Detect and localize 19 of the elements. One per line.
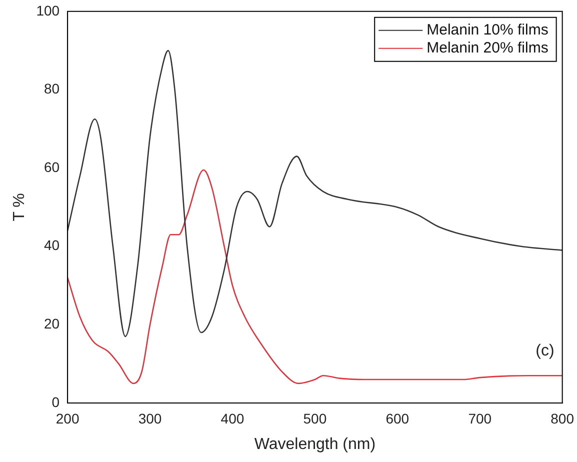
y-axis-title: T % — [11, 193, 28, 222]
x-tick-label: 500 — [303, 410, 327, 426]
line-series — [68, 169, 562, 384]
y-tick-label: 80 — [44, 80, 60, 97]
x-tick-label: 700 — [468, 410, 492, 426]
y-tick-label: 0 — [52, 394, 60, 410]
y-tick-label: 20 — [44, 316, 60, 332]
legend-label: Melanin 10% films — [426, 22, 548, 39]
y-tick-label: 100 — [36, 2, 60, 18]
annotation: (c) — [536, 342, 554, 360]
x-tick-label: 300 — [138, 410, 162, 426]
y-tick-label: 60 — [44, 158, 60, 175]
x-tick-label: 200 — [56, 410, 80, 426]
y-tick-label: 40 — [44, 237, 60, 254]
legend-label: Melanin 20% films — [426, 40, 548, 57]
x-tick-label: 600 — [386, 410, 410, 426]
x-axis-title: Wavelength (nm) — [254, 436, 376, 453]
x-tick-label: 800 — [550, 410, 574, 426]
x-tick-label: 400 — [220, 410, 244, 426]
